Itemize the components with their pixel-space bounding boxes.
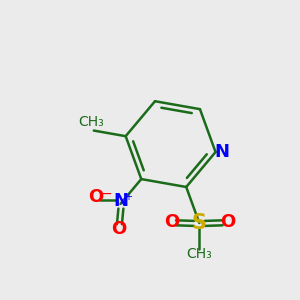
Text: O: O — [111, 220, 127, 238]
Text: O: O — [88, 188, 103, 206]
Text: N: N — [113, 192, 128, 210]
Text: S: S — [192, 213, 207, 233]
Text: CH₃: CH₃ — [186, 247, 212, 261]
Text: N: N — [214, 143, 230, 161]
Text: O: O — [220, 213, 235, 231]
Text: −: − — [101, 187, 112, 201]
Text: CH₃: CH₃ — [78, 115, 104, 129]
Text: +: + — [124, 192, 132, 202]
Text: O: O — [164, 213, 179, 231]
